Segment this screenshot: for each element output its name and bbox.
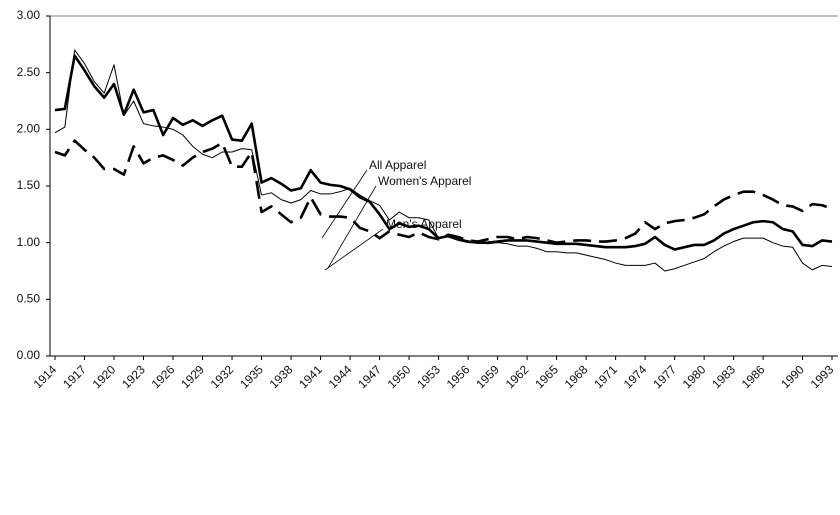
y-tick-label: 3.00 <box>17 8 41 22</box>
y-tick-label: 1.00 <box>17 235 41 249</box>
x-tick-label: 1983 <box>709 362 738 391</box>
series-line <box>54 54 833 251</box>
x-tick-label: 1956 <box>444 362 473 391</box>
x-tick-label: 1920 <box>90 362 119 391</box>
x-tick-label: 1923 <box>119 362 148 391</box>
x-tick-label: 1980 <box>680 362 709 391</box>
x-tick-label: 1944 <box>326 362 355 391</box>
x-tick-label: 1959 <box>473 362 502 391</box>
x-tick-label: 1986 <box>739 362 768 391</box>
y-tick-label: 0.50 <box>17 292 41 306</box>
x-tick-label: 1926 <box>149 362 178 391</box>
x-tick-label: 1953 <box>414 362 443 391</box>
x-tick-label: 1971 <box>591 362 620 391</box>
y-tick-label: 2.00 <box>17 122 41 136</box>
y-tick-label: 0.00 <box>17 348 41 362</box>
leader-line <box>327 185 377 269</box>
x-tick-label: 1932 <box>208 362 237 391</box>
y-tick-label: 2.50 <box>17 65 41 79</box>
leader-line <box>324 228 384 271</box>
x-tick-label: 1917 <box>60 362 89 391</box>
y-tick-label: 1.50 <box>17 178 41 192</box>
x-tick-label: 1914 <box>31 362 60 391</box>
x-tick-label: 1938 <box>267 362 296 391</box>
x-tick-label: 1977 <box>650 362 679 391</box>
x-tick-label: 1941 <box>296 362 325 391</box>
series-line <box>54 49 833 272</box>
x-tick-label: 1974 <box>621 362 650 391</box>
leader-line <box>321 169 368 239</box>
x-tick-label: 1968 <box>562 362 591 391</box>
x-tick-label: 1965 <box>532 362 561 391</box>
x-tick-label: 1993 <box>808 362 837 391</box>
annotation: Men's Apparel <box>386 217 462 231</box>
x-tick-label: 1962 <box>503 362 532 391</box>
x-tick-label: 1947 <box>355 362 384 391</box>
x-tick-label: 1935 <box>237 362 266 391</box>
annotation: All Apparel <box>369 158 426 172</box>
x-tick-label: 1990 <box>778 362 807 391</box>
x-tick-label: 1929 <box>178 362 207 391</box>
series-line <box>54 139 833 244</box>
x-tick-label: 1950 <box>385 362 414 391</box>
annotation: Women's Apparel <box>378 174 471 188</box>
